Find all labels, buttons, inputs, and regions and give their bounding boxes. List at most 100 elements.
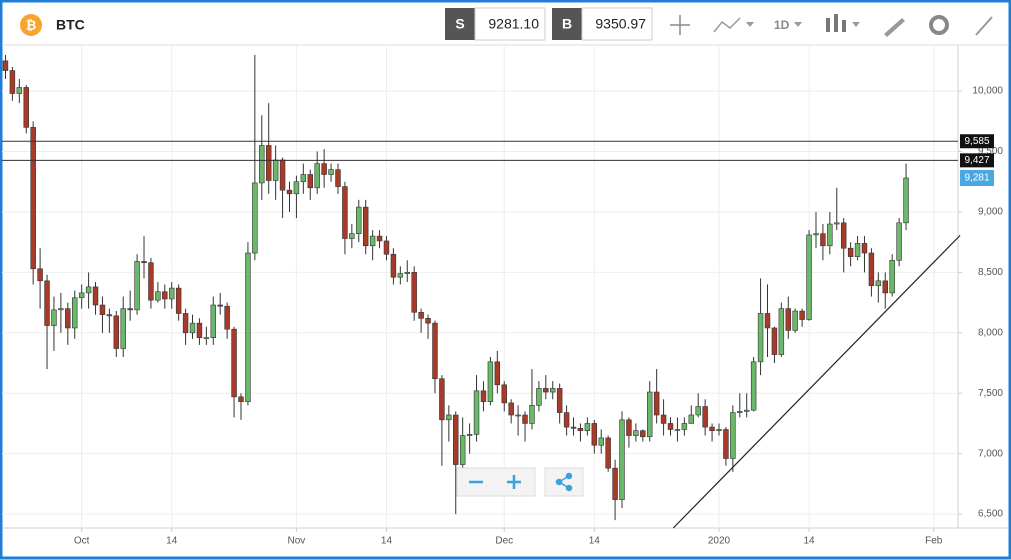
x-tick-label: 14 — [381, 536, 393, 547]
candle-body — [286, 189, 293, 195]
candle-body — [646, 391, 653, 438]
dropdown-arrow — [852, 22, 860, 27]
candle-body — [397, 273, 404, 278]
y-tick-label: 9,000 — [978, 207, 1003, 218]
zoom-bar — [456, 467, 536, 497]
plot: 6,500 7,000 7,500 8,000 8,500 9,000 9,500 10,00… — [2, 46, 1003, 547]
candle-body — [16, 87, 23, 94]
candle-body — [217, 304, 223, 307]
candle-body — [563, 412, 570, 428]
candle-body — [238, 396, 244, 402]
candle-body — [293, 181, 300, 195]
candle-body — [78, 292, 85, 299]
candle-body — [626, 419, 632, 436]
candle-body — [252, 182, 258, 254]
interval-button[interactable]: 1D — [774, 18, 790, 32]
candle-body — [210, 304, 217, 338]
candle-body — [259, 145, 265, 184]
candle-body — [231, 328, 237, 398]
share-button[interactable] — [544, 467, 584, 497]
candle-body — [605, 437, 611, 469]
candle-body — [279, 159, 286, 191]
symbol: BTC — [56, 17, 85, 33]
candle-body — [2, 60, 9, 71]
candle-body — [494, 361, 501, 386]
candle-body — [113, 315, 120, 349]
candle-body — [556, 388, 563, 413]
trendline — [672, 234, 961, 529]
buy-label: B — [562, 16, 572, 32]
candle-body — [44, 280, 50, 326]
candle-body — [487, 361, 494, 402]
candle-body — [439, 378, 445, 421]
candle-body — [425, 318, 431, 324]
candle-body — [30, 127, 36, 270]
indicators-button[interactable] — [826, 14, 846, 32]
candle-body — [550, 388, 556, 393]
candle-body — [155, 291, 161, 301]
candle-body — [459, 435, 466, 465]
candle-body — [148, 262, 154, 301]
candle-body — [356, 206, 362, 234]
candle-body — [757, 313, 764, 363]
candle-body — [709, 426, 715, 432]
current-price-label: 9,281 — [964, 173, 989, 184]
candle-body — [9, 70, 16, 94]
candle-body — [591, 423, 598, 446]
candle-body — [501, 384, 507, 404]
zoom-controls — [456, 467, 584, 497]
candle-body — [764, 313, 771, 329]
candle-body — [723, 429, 729, 459]
sell-button[interactable] — [445, 8, 475, 40]
candle-body — [584, 423, 591, 432]
chart-type-button[interactable] — [713, 17, 741, 33]
candle-body — [404, 272, 410, 274]
candle-body — [660, 414, 667, 424]
candle-body — [834, 222, 840, 225]
share-icon — [555, 472, 573, 492]
candle-body — [695, 406, 701, 416]
crosshair-button[interactable] — [670, 15, 690, 35]
x-tick-label: Oct — [74, 536, 90, 547]
candle-body — [390, 253, 397, 278]
candle-body — [667, 423, 674, 430]
candle-body — [882, 280, 888, 294]
level-label: 9,585 — [964, 136, 989, 147]
candle-body — [37, 268, 43, 282]
candle-body — [328, 169, 334, 175]
candle-body — [903, 177, 909, 224]
candle-body — [72, 297, 78, 329]
candle-body — [376, 235, 383, 242]
candle-body — [342, 186, 348, 239]
candle-body — [466, 434, 473, 436]
candle-body — [362, 206, 369, 247]
buy-button[interactable] — [552, 8, 582, 40]
dropdown-arrow — [746, 22, 754, 27]
sell-price-box[interactable] — [474, 7, 546, 41]
candle-body — [716, 429, 722, 432]
fullscreen-button[interactable] — [975, 16, 993, 36]
candle-body — [58, 308, 64, 311]
candle-body — [369, 235, 376, 247]
x-tick-label: Dec — [495, 536, 513, 547]
settings-button[interactable] — [929, 15, 949, 35]
candle-body — [827, 223, 833, 247]
draw-button[interactable] — [884, 18, 905, 37]
candle-body — [265, 145, 272, 181]
candle-body — [141, 261, 147, 264]
candle-body — [127, 308, 133, 311]
level-tag — [960, 153, 994, 168]
candle-body — [820, 233, 826, 247]
current-price-tag — [960, 169, 994, 186]
candle-body — [847, 247, 854, 257]
candle-body — [619, 419, 625, 500]
candle-body — [300, 174, 307, 183]
candle-body — [771, 327, 778, 355]
candle-body — [702, 406, 708, 428]
y-tick-label: 7,000 — [978, 448, 1003, 459]
candle-body — [134, 261, 140, 311]
candle-body — [529, 405, 535, 424]
buy-price-box[interactable] — [581, 7, 653, 41]
